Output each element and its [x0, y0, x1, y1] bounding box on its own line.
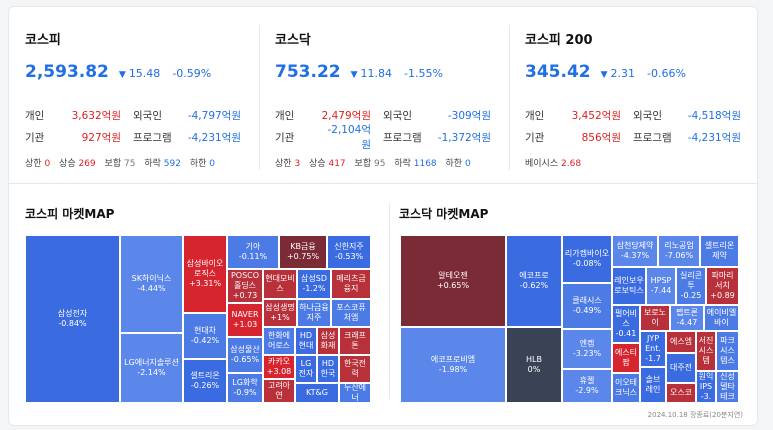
map-tile[interactable]: LG전자	[295, 355, 317, 383]
index-name: 코스피	[25, 33, 61, 48]
map-tile[interactable]: 삼성생명 +1%	[263, 299, 297, 327]
map-tile[interactable]: 한화에어로스	[263, 327, 295, 355]
map-tile[interactable]: 펄어비스 -0.41	[612, 305, 640, 343]
market-summary-card: 코스피 2,593.82 ▼ 15.48 -0.59% 개인 3,632억원 외국인 -…	[8, 6, 759, 426]
map-tile[interactable]: 파크시스템스	[716, 331, 739, 371]
map-tile[interactable]: 솔브레인	[640, 367, 666, 403]
map-tile[interactable]: HD현대	[295, 327, 317, 355]
index-change: ▼ 2.31	[600, 67, 636, 80]
map-tile[interactable]: 삼성화재	[317, 327, 339, 355]
map-tile[interactable]: SK하이닉스 -4.44%	[120, 235, 183, 333]
index-value: 2,593.82	[25, 62, 109, 82]
map-tile[interactable]: 고려아연	[263, 379, 295, 403]
kospi-map-title: 코스피 마켓MAP	[25, 207, 115, 221]
index-panel-kosdaq[interactable]: 코스닥 753.22 ▼ 11.84 -1.55% 개인 2,479억원 외국인 -30…	[259, 7, 509, 183]
map-tile[interactable]: 삼성SD -1.2%	[297, 269, 331, 299]
index-panel-kospi200[interactable]: 코스피 200 345.42 ▼ 2.31 -0.66% 개인 3,452억원 외국인…	[509, 7, 759, 183]
map-tile[interactable]: 포스코퓨처엠	[331, 299, 371, 327]
map-tile[interactable]: 클래시스 -0.49%	[562, 283, 612, 329]
map-tile[interactable]: 서진시스템	[696, 331, 716, 371]
index-percent: -0.66%	[647, 67, 686, 80]
map-tile[interactable]: 현대차 -0.42%	[183, 313, 227, 359]
map-tile[interactable]: 크래프톤	[339, 327, 371, 355]
map-tile[interactable]: 현대모비스	[263, 269, 297, 299]
map-tile[interactable]: LG화학 -0.9%	[227, 373, 263, 403]
investor-flows: 개인 3,452억원 외국인 -4,518억원 기관 856억원 프로그램 -4,231억원	[525, 109, 741, 144]
basis-row: 베이시스 2.68	[525, 159, 582, 169]
map-tile[interactable]: 레인보우로보틱스	[612, 267, 646, 305]
map-tile[interactable]: 실리콘투 -0.25	[676, 267, 706, 305]
map-tile[interactable]: 한국전력	[339, 355, 371, 383]
map-tile[interactable]: 에이비엘바이	[704, 305, 739, 331]
map-tile[interactable]: 엔켐 -3.23%	[562, 329, 612, 369]
map-tile[interactable]: 펩트론 -4.47	[670, 305, 704, 331]
map-tile[interactable]: 삼성바이오로직스 +3.31%	[183, 235, 227, 313]
kospi-treemap: 삼성전자 -0.84% SK하이닉스 -4.44% LG에너지솔루션 -2.14% 삼…	[25, 235, 371, 403]
map-tile[interactable]: 에스엠	[666, 331, 696, 353]
down-triangle-icon: ▼	[600, 70, 608, 80]
index-panel-kospi[interactable]: 코스피 2,593.82 ▼ 15.48 -0.59% 개인 3,632억원 외국인 -…	[9, 7, 259, 183]
map-tile[interactable]: KB금융 +0.75%	[279, 235, 327, 269]
map-tile[interactable]: 에코프로 -0.62%	[506, 235, 562, 327]
index-percent: -0.59%	[172, 67, 212, 80]
divider	[9, 183, 759, 184]
kosdaq-map-title: 코스닥 마켓MAP	[399, 207, 489, 221]
map-tile[interactable]: 이오테크닉스	[612, 373, 640, 403]
map-tile[interactable]: 카카오 +3.08	[263, 355, 295, 379]
index-change: ▼ 11.84	[350, 67, 393, 80]
map-tile[interactable]: 두산에너	[339, 383, 371, 403]
map-tile[interactable]: 삼천당제약 -4.37%	[612, 235, 658, 267]
map-tile[interactable]: 삼성전자 -0.84%	[25, 235, 120, 403]
map-tile[interactable]: 신성델타테크	[716, 371, 739, 403]
map-tile[interactable]: 기아 -0.11%	[227, 235, 279, 269]
map-tile[interactable]: 삼성물산 -0.65%	[227, 337, 263, 373]
divider	[259, 25, 260, 170]
map-tile[interactable]: JYP Ent. -1.7	[640, 331, 666, 367]
index-name: 코스닥	[275, 33, 311, 48]
map-tile[interactable]: 셀트리온 -0.26%	[183, 359, 227, 403]
index-value: 345.42	[525, 62, 591, 82]
map-tile[interactable]: 메리츠금융지	[331, 269, 371, 299]
investor-flows: 개인 3,632억원 외국인 -4,797억원 기관 927억원 프로그램 -4,231억원	[25, 109, 241, 144]
map-tile[interactable]: 파마리서치 +0.89	[706, 267, 739, 305]
map-tile[interactable]: 에스티팜	[612, 343, 640, 373]
map-tile[interactable]: HPSP -7.44	[646, 267, 676, 305]
map-tile[interactable]: HLB 0%	[506, 327, 562, 403]
index-change: ▼ 15.48	[118, 67, 161, 80]
map-tile[interactable]: 셀트리온제약	[700, 235, 739, 267]
map-tile[interactable]: 리노공업 -7.06%	[658, 235, 700, 267]
map-tile[interactable]: 대주전	[666, 353, 696, 383]
index-percent: -1.55%	[404, 67, 443, 80]
map-tile[interactable]: POSCO홀딩스 +0.73	[227, 269, 263, 303]
map-tile[interactable]: 신한지주 -0.53%	[327, 235, 371, 269]
index-name: 코스피 200	[525, 33, 593, 48]
divider	[389, 203, 390, 399]
map-tile[interactable]: 원익IPS -3.	[696, 371, 716, 403]
down-triangle-icon: ▼	[350, 70, 358, 80]
advance-decline-counts: 상한 0 상승 269 보합 75 하락 592 하한 0	[25, 159, 215, 169]
map-tile[interactable]: 보로노이	[640, 305, 670, 331]
map-tile[interactable]: 휴젤 -2.9%	[562, 369, 612, 403]
advance-decline-counts: 상한 3 상승 417 보합 95 하락 1168 하한 0	[275, 159, 471, 169]
map-tile[interactable]: LG에너지솔루션 -2.14%	[120, 333, 183, 403]
map-tile[interactable]: HD한국	[317, 355, 339, 383]
map-tile[interactable]: 오스코	[666, 383, 696, 403]
investor-flows: 개인 2,479억원 외국인 -309억원 기관 -2,104억원 프로그램 -1,372억…	[275, 109, 491, 152]
kosdaq-treemap: 알테오젠 +0.65% 에코프로비엠 -1.98% 에코프로 -0.62% HLB 0%…	[400, 235, 739, 403]
data-timestamp: 2024.10.18 장종료(20분지연)	[647, 411, 743, 419]
map-tile[interactable]: 하나금융지주	[297, 299, 331, 327]
map-tile[interactable]: 알테오젠 +0.65%	[400, 235, 506, 327]
map-tile[interactable]: 에코프로비엠 -1.98%	[400, 327, 506, 403]
map-tile[interactable]: KT&G	[295, 383, 339, 403]
map-tile[interactable]: NAVER +1.03	[227, 303, 263, 337]
map-tile[interactable]: 리가켐바이오 -0.08%	[562, 235, 612, 283]
index-value: 753.22	[275, 62, 341, 82]
divider	[509, 25, 510, 170]
down-triangle-icon: ▼	[118, 70, 126, 80]
